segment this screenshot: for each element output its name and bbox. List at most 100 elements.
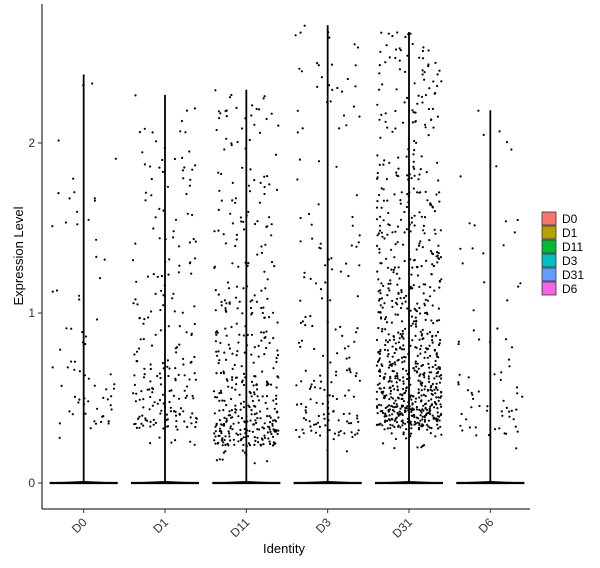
- data-point: [388, 339, 391, 342]
- data-point: [220, 438, 223, 442]
- data-point: [410, 324, 413, 327]
- data-point: [433, 264, 436, 268]
- data-point: [429, 388, 432, 391]
- data-point: [472, 329, 475, 332]
- data-point: [425, 171, 428, 174]
- data-point: [269, 442, 272, 446]
- data-point: [332, 409, 335, 413]
- data-point: [437, 343, 440, 347]
- data-point: [345, 262, 348, 265]
- data-point: [409, 258, 412, 261]
- data-point: [409, 394, 413, 397]
- data-point: [418, 242, 421, 245]
- data-point: [411, 121, 414, 124]
- data-point: [428, 344, 431, 347]
- data-point: [512, 418, 515, 421]
- data-point: [378, 224, 382, 227]
- data-point: [504, 338, 508, 341]
- data-point: [240, 417, 244, 420]
- x-tick-label-d0: D0: [69, 515, 90, 536]
- data-point: [358, 264, 361, 267]
- data-point: [378, 229, 381, 232]
- data-point: [263, 353, 266, 356]
- data-point: [342, 114, 346, 117]
- data-point: [345, 124, 348, 127]
- data-point: [160, 409, 163, 412]
- data-point: [225, 417, 228, 420]
- data-point: [299, 299, 302, 302]
- data-point: [214, 396, 217, 399]
- data-point: [224, 435, 227, 438]
- data-point: [381, 364, 384, 367]
- data-point: [387, 211, 390, 215]
- data-point: [408, 405, 411, 408]
- data-point: [276, 354, 280, 357]
- data-point: [432, 416, 435, 419]
- data-point: [420, 95, 424, 98]
- data-point: [413, 167, 416, 170]
- data-point: [426, 388, 429, 392]
- data-point: [405, 228, 408, 231]
- data-point: [414, 323, 417, 326]
- data-point: [424, 385, 427, 388]
- data-point: [387, 287, 390, 290]
- data-point: [395, 48, 398, 51]
- x-tick-label-d6: D6: [476, 515, 497, 536]
- data-point: [375, 398, 378, 401]
- data-point: [263, 185, 266, 189]
- data-point: [231, 352, 234, 355]
- data-point: [400, 191, 403, 194]
- data-point: [169, 410, 172, 413]
- data-point: [424, 351, 427, 354]
- data-point: [377, 423, 380, 426]
- data-point: [416, 274, 419, 277]
- data-point: [142, 406, 145, 409]
- data-point: [407, 201, 410, 204]
- data-point: [87, 377, 90, 380]
- data-point: [215, 330, 218, 333]
- data-point: [504, 220, 507, 223]
- data-point: [299, 31, 302, 34]
- data-point: [242, 436, 245, 439]
- data-point: [387, 409, 390, 412]
- data-point: [218, 392, 221, 395]
- data-point: [259, 417, 262, 420]
- data-point: [410, 221, 413, 224]
- data-point: [58, 422, 61, 425]
- data-point: [333, 432, 336, 435]
- data-point: [438, 191, 441, 194]
- data-point: [394, 127, 397, 130]
- data-point: [346, 420, 349, 423]
- data-point: [216, 331, 219, 334]
- data-point: [301, 428, 304, 431]
- data-point: [517, 285, 520, 288]
- data-point: [316, 85, 319, 88]
- data-point: [234, 376, 238, 379]
- data-point: [339, 429, 342, 433]
- data-point: [177, 271, 180, 274]
- data-point: [399, 306, 403, 310]
- data-point: [519, 282, 522, 285]
- data-point: [382, 390, 385, 393]
- data-point: [250, 114, 253, 117]
- data-point: [237, 440, 240, 443]
- data-point: [387, 353, 390, 356]
- data-point: [400, 412, 403, 415]
- data-point: [358, 379, 361, 382]
- data-point: [436, 411, 439, 414]
- data-point: [413, 416, 416, 419]
- data-point: [190, 272, 193, 275]
- data-point: [420, 215, 423, 218]
- data-point: [231, 262, 234, 265]
- data-point: [230, 144, 233, 147]
- data-point: [96, 407, 99, 410]
- data-point: [245, 214, 248, 217]
- data-point: [410, 427, 413, 430]
- data-point: [345, 450, 348, 453]
- data-point: [409, 32, 412, 35]
- data-point: [389, 279, 392, 282]
- data-point: [437, 307, 440, 310]
- data-point: [227, 444, 230, 447]
- data-point: [379, 215, 382, 218]
- data-point: [391, 424, 394, 427]
